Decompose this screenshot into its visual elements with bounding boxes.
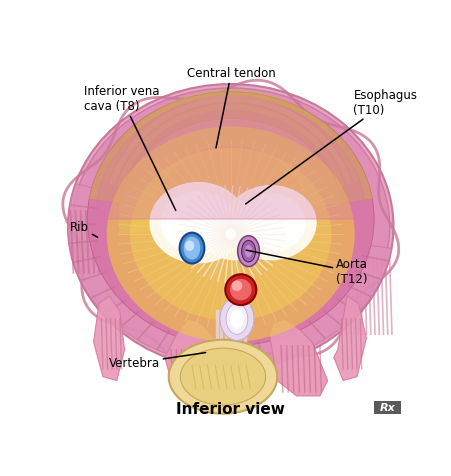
Ellipse shape [226, 186, 316, 259]
Polygon shape [118, 120, 219, 235]
Ellipse shape [72, 88, 390, 365]
Ellipse shape [200, 201, 270, 259]
Polygon shape [68, 184, 190, 358]
Text: Vertebra: Vertebra [109, 353, 206, 370]
Ellipse shape [169, 340, 277, 414]
Ellipse shape [150, 183, 246, 263]
Ellipse shape [186, 241, 193, 250]
Ellipse shape [231, 310, 243, 328]
Text: Rx: Rx [380, 403, 396, 413]
Ellipse shape [161, 192, 235, 253]
Polygon shape [334, 296, 366, 380]
Polygon shape [165, 319, 223, 396]
Polygon shape [213, 119, 342, 208]
Text: Aorta
(T12): Aorta (T12) [246, 250, 368, 286]
Text: Inferior view: Inferior view [176, 402, 285, 417]
FancyBboxPatch shape [374, 400, 401, 415]
Ellipse shape [68, 84, 394, 369]
Ellipse shape [179, 233, 204, 264]
Ellipse shape [238, 236, 259, 267]
Text: Central tendon: Central tendon [187, 67, 276, 148]
Ellipse shape [220, 298, 254, 340]
Ellipse shape [245, 246, 252, 257]
Polygon shape [93, 296, 124, 380]
Polygon shape [270, 319, 327, 396]
Ellipse shape [180, 348, 266, 405]
Ellipse shape [231, 279, 251, 300]
Text: Esophagus
(T10): Esophagus (T10) [246, 89, 418, 204]
Ellipse shape [226, 274, 256, 305]
Text: Rib: Rib [70, 221, 97, 237]
Ellipse shape [184, 238, 200, 259]
Ellipse shape [130, 148, 331, 320]
Ellipse shape [107, 127, 355, 342]
Polygon shape [231, 244, 391, 365]
Ellipse shape [237, 194, 305, 251]
Polygon shape [95, 97, 366, 219]
Text: Inferior vena
cava (T8): Inferior vena cava (T8) [84, 85, 176, 210]
Ellipse shape [226, 304, 248, 334]
Ellipse shape [232, 281, 242, 290]
Ellipse shape [190, 243, 201, 257]
Ellipse shape [242, 240, 256, 262]
Ellipse shape [87, 92, 374, 346]
Polygon shape [89, 92, 373, 203]
